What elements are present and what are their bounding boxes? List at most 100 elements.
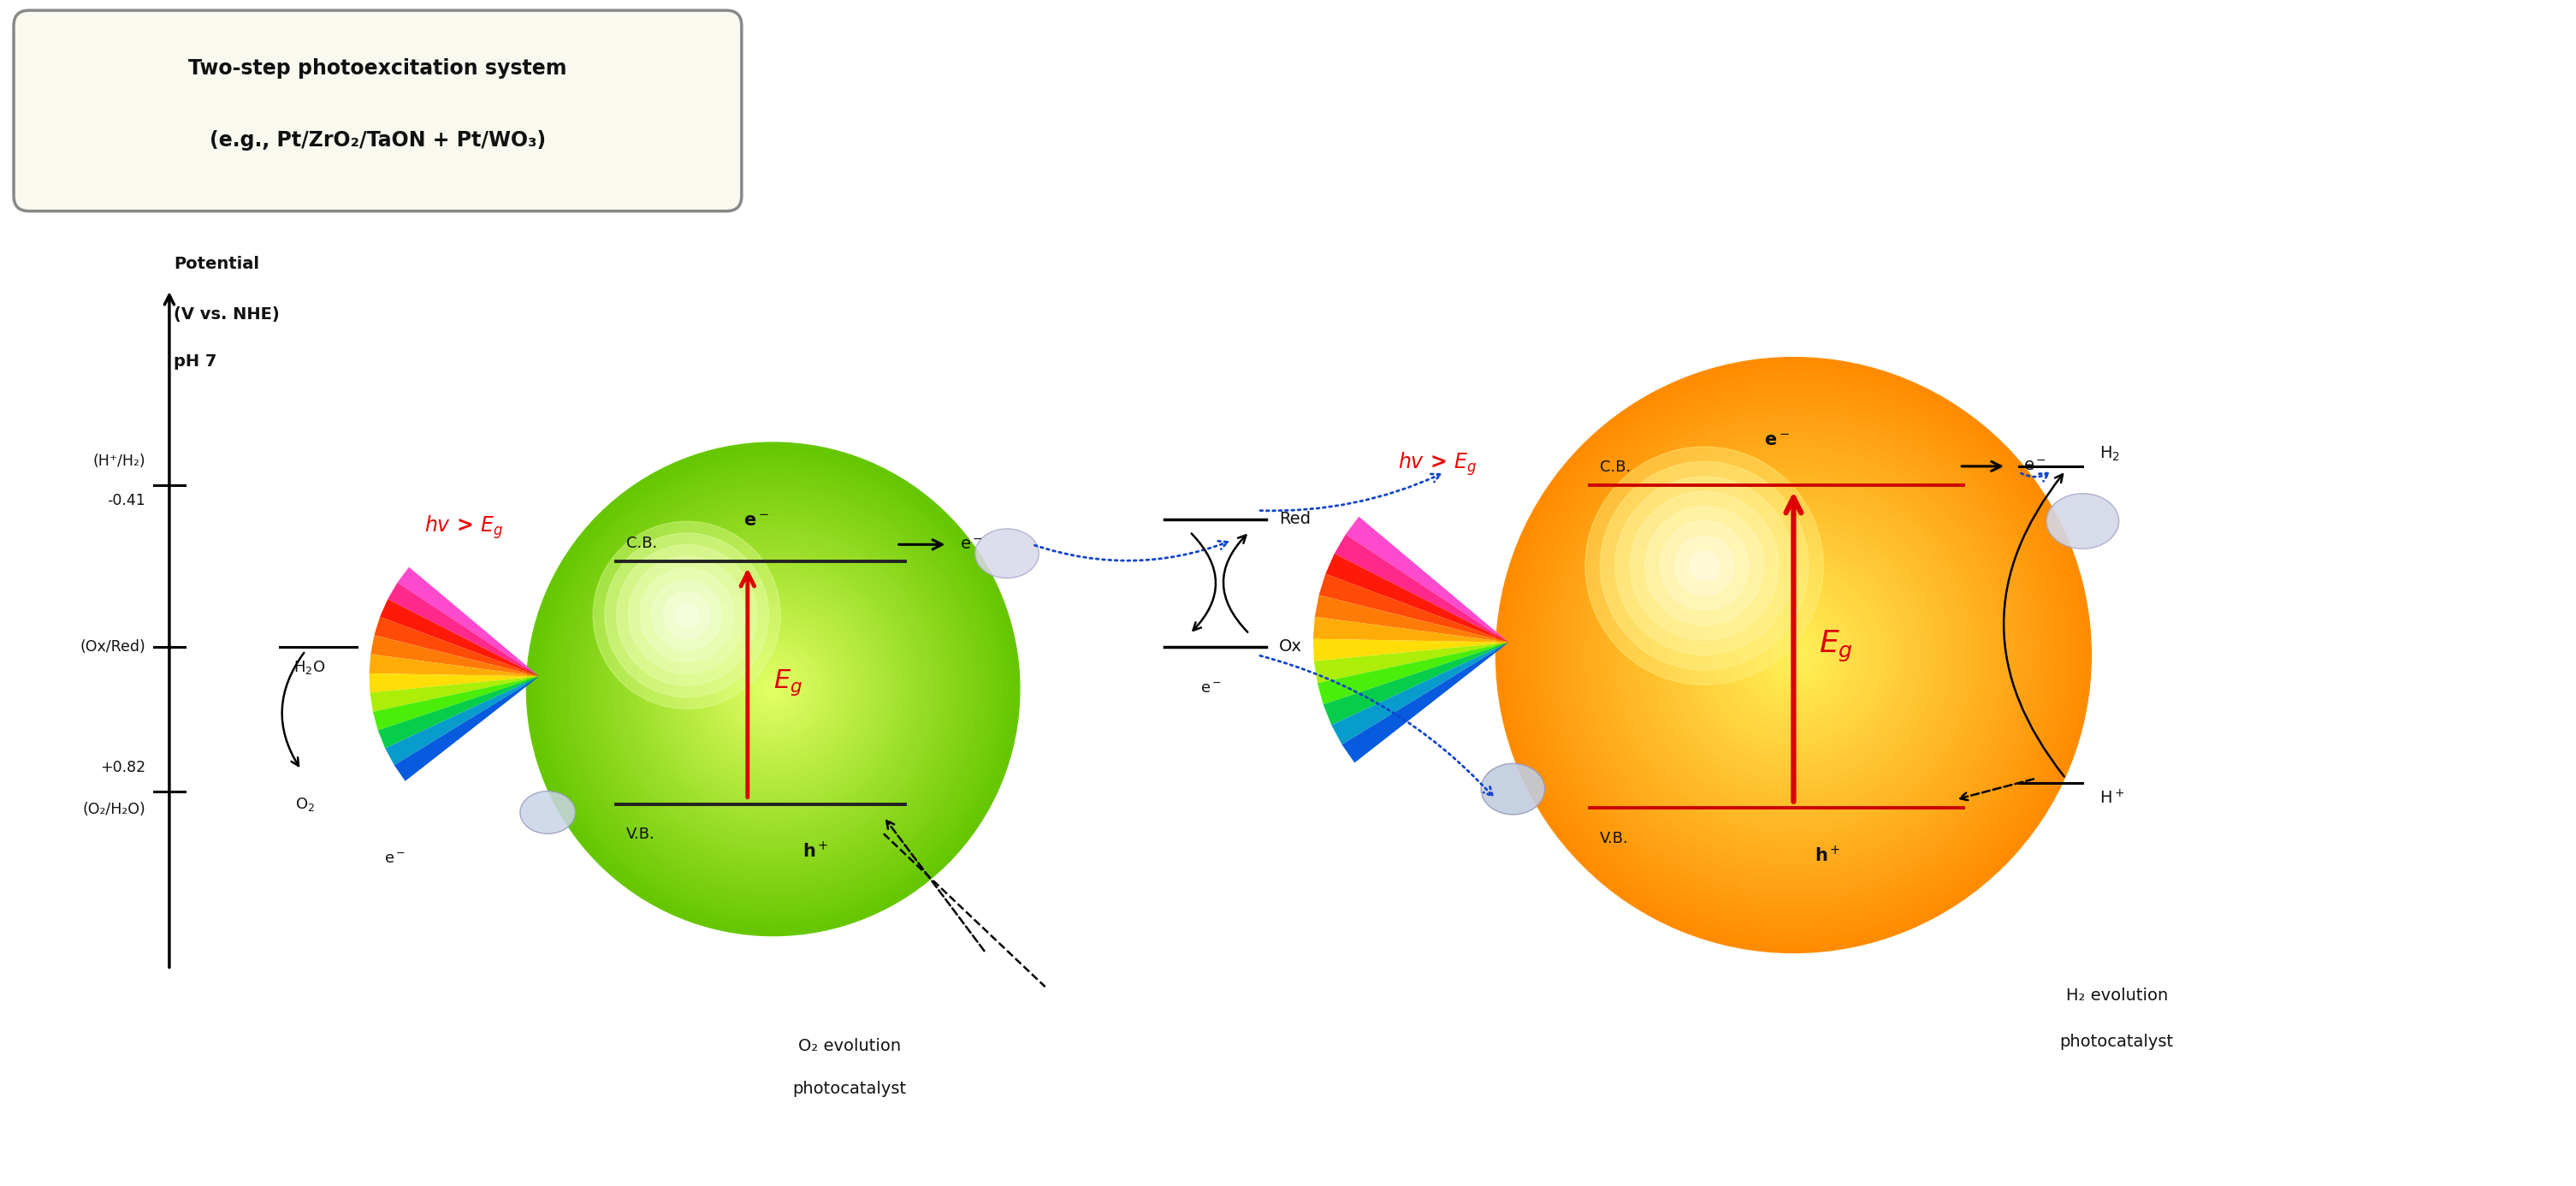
Text: (H⁺/H₂): (H⁺/H₂) (93, 453, 144, 468)
Circle shape (675, 591, 871, 788)
Text: e$^-$: e$^-$ (961, 536, 984, 553)
Circle shape (631, 547, 914, 831)
Circle shape (1741, 602, 1844, 707)
Circle shape (626, 541, 922, 837)
Circle shape (605, 533, 768, 697)
Polygon shape (1342, 643, 1510, 763)
Text: h$^+$: h$^+$ (1814, 844, 1842, 865)
Polygon shape (368, 655, 538, 676)
Circle shape (1638, 499, 1950, 811)
Circle shape (1497, 357, 2092, 952)
Polygon shape (1324, 643, 1510, 725)
Text: H$^+$: H$^+$ (2099, 789, 2125, 808)
Circle shape (1533, 395, 2053, 916)
Text: C.B.: C.B. (1600, 459, 1631, 474)
Circle shape (1564, 425, 2025, 886)
Circle shape (1690, 551, 1718, 581)
Circle shape (1510, 372, 2076, 938)
Circle shape (1698, 559, 1891, 752)
Polygon shape (1314, 643, 1510, 683)
Circle shape (1600, 461, 1986, 849)
Text: $\mathit{hv}$ > $\mathit{E_g}$: $\mathit{hv}$ > $\mathit{E_g}$ (1399, 451, 1476, 477)
Polygon shape (371, 676, 538, 712)
Circle shape (706, 621, 840, 757)
Polygon shape (374, 617, 538, 676)
Circle shape (1718, 581, 1868, 729)
Circle shape (644, 560, 902, 818)
Circle shape (1615, 477, 1793, 655)
Circle shape (551, 467, 994, 911)
Polygon shape (1314, 617, 1510, 643)
Circle shape (616, 544, 757, 686)
Circle shape (760, 677, 786, 701)
Ellipse shape (2045, 493, 2120, 549)
Text: Ox: Ox (1280, 638, 1301, 655)
Circle shape (629, 556, 744, 674)
Text: Two-step photoexcitation system: Two-step photoexcitation system (188, 58, 567, 78)
Text: photocatalyst: photocatalyst (2061, 1034, 2174, 1051)
Circle shape (1548, 409, 2040, 900)
Text: O$_2$: O$_2$ (296, 796, 314, 812)
Text: e$^-$: e$^-$ (2022, 458, 2045, 474)
Circle shape (768, 683, 781, 695)
Polygon shape (371, 636, 538, 676)
Circle shape (711, 627, 835, 751)
Circle shape (662, 578, 884, 801)
Circle shape (693, 608, 853, 770)
FancyBboxPatch shape (13, 11, 742, 211)
Circle shape (1592, 454, 1994, 856)
Polygon shape (1345, 517, 1510, 643)
Circle shape (665, 592, 711, 638)
Circle shape (1710, 573, 1875, 737)
Circle shape (1540, 402, 2045, 908)
Text: e$^-$: e$^-$ (1200, 682, 1221, 697)
Polygon shape (1334, 535, 1510, 643)
Text: H$_2$O: H$_2$O (294, 659, 325, 676)
Text: C.B.: C.B. (626, 536, 657, 551)
Circle shape (1772, 633, 1816, 677)
Polygon shape (374, 676, 538, 731)
Polygon shape (379, 599, 538, 676)
Circle shape (652, 580, 721, 650)
Circle shape (1631, 491, 1777, 640)
Text: +0.82: +0.82 (100, 760, 144, 776)
Polygon shape (1314, 595, 1510, 643)
Circle shape (698, 616, 848, 763)
Circle shape (639, 568, 734, 662)
Circle shape (719, 633, 829, 745)
Circle shape (1674, 536, 1911, 774)
Text: -0.41: -0.41 (108, 492, 144, 508)
Polygon shape (379, 676, 538, 748)
Circle shape (1571, 432, 2017, 879)
Text: h$^+$: h$^+$ (804, 841, 829, 861)
Circle shape (1659, 521, 1927, 789)
Polygon shape (1314, 639, 1510, 661)
Polygon shape (1332, 643, 1510, 745)
Circle shape (1705, 566, 1883, 745)
Circle shape (618, 535, 927, 843)
Circle shape (636, 554, 909, 824)
Circle shape (564, 479, 981, 899)
Circle shape (569, 485, 976, 893)
Circle shape (587, 504, 958, 874)
Circle shape (1556, 417, 2032, 893)
Circle shape (1631, 491, 1958, 818)
Circle shape (613, 529, 933, 849)
Text: H₂ evolution: H₂ evolution (2066, 987, 2169, 1003)
Polygon shape (1316, 643, 1510, 704)
Text: V.B.: V.B. (1600, 831, 1628, 847)
Text: photocatalyst: photocatalyst (793, 1080, 907, 1097)
Circle shape (1643, 506, 1765, 625)
Polygon shape (1319, 574, 1510, 643)
Ellipse shape (1481, 764, 1546, 815)
Text: (Ox/Red): (Ox/Red) (80, 639, 144, 655)
Polygon shape (397, 567, 538, 676)
Circle shape (737, 652, 809, 726)
Circle shape (1600, 461, 1808, 670)
Circle shape (657, 572, 891, 806)
Circle shape (592, 522, 781, 709)
Text: Potential: Potential (173, 256, 260, 273)
Circle shape (1690, 551, 1899, 759)
Ellipse shape (520, 791, 574, 834)
Circle shape (577, 492, 971, 886)
